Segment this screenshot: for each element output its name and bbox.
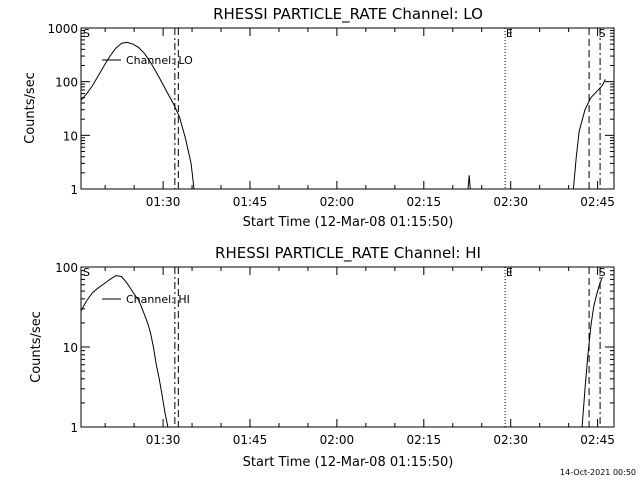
x-tick-label: 01:45 (233, 195, 268, 209)
plot-frame-hi (80, 266, 615, 428)
x-tick-label: 02:15 (407, 195, 442, 209)
chart-title-hi: RHESSI PARTICLE_RATE Channel: HI (215, 244, 481, 263)
x-tick-label: 02:30 (493, 433, 528, 447)
y-tick-label: 100 (55, 261, 78, 275)
x-tick-label: 01:30 (146, 433, 181, 447)
x-tick-label: 02:00 (320, 433, 355, 447)
marker-label-S: S (599, 266, 606, 279)
y-tick-label: 1 (70, 183, 78, 197)
series-line-3 (572, 79, 606, 190)
y-tick-label: 10 (63, 341, 78, 355)
footer-timestamp: 14-Oct-2021 00:50 (560, 468, 636, 477)
plot-frame-lo (80, 27, 615, 190)
axis-ticks-hi: 1 10 100 01:30 01:45 02:00 02:15 02:30 02:45 (55, 261, 615, 447)
x-axis-label-lo: Start Time (12-Mar-08 01:15:50) (243, 215, 454, 230)
chart-title-lo: RHESSI PARTICLE_RATE Channel: LO (213, 5, 483, 24)
x-tick-label: 02:15 (407, 433, 442, 447)
series-line-1 (80, 41, 195, 190)
x-tick-label: 02:00 (320, 195, 355, 209)
y-axis-label-lo: Counts/sec (23, 72, 38, 144)
marker-label-S: S (83, 266, 90, 279)
series-line-2 (581, 276, 603, 428)
y-axis-label-hi: Counts/sec (29, 311, 44, 383)
series-hi (80, 275, 603, 428)
x-tick-label: 02:45 (580, 195, 615, 209)
panel-hi: RHESSI PARTICLE_RATE Channel: HI Counts/… (29, 244, 615, 470)
x-tick-label: 01:30 (146, 195, 181, 209)
y-tick-label: 10 (63, 129, 78, 143)
legend-label-hi: Channel: HI (126, 293, 190, 306)
series-line-2 (467, 175, 471, 190)
x-axis-label-hi: Start Time (12-Mar-08 01:15:50) (243, 455, 454, 470)
legend-label-lo: Channel: LO (126, 54, 193, 67)
y-tick-label: 1 (70, 421, 78, 435)
marker-label-S: S (599, 27, 606, 40)
y-tick-label: 100 (55, 76, 78, 90)
series-line-1 (80, 275, 169, 428)
x-tick-label: 02:30 (493, 195, 528, 209)
axis-ticks-lo: 1 10 100 1000 01:30 01:45 02:00 02:15 02:30 02:45 (47, 22, 614, 209)
series-lo (80, 41, 606, 190)
x-tick-label: 02:45 (580, 433, 615, 447)
marker-label-E: E (506, 27, 513, 40)
x-tick-label: 01:45 (233, 433, 268, 447)
panel-lo: RHESSI PARTICLE_RATE Channel: LO Counts/… (23, 5, 615, 230)
marker-label-E: E (506, 266, 513, 279)
marker-label-S: S (83, 27, 90, 40)
y-tick-label: 1000 (47, 22, 78, 36)
